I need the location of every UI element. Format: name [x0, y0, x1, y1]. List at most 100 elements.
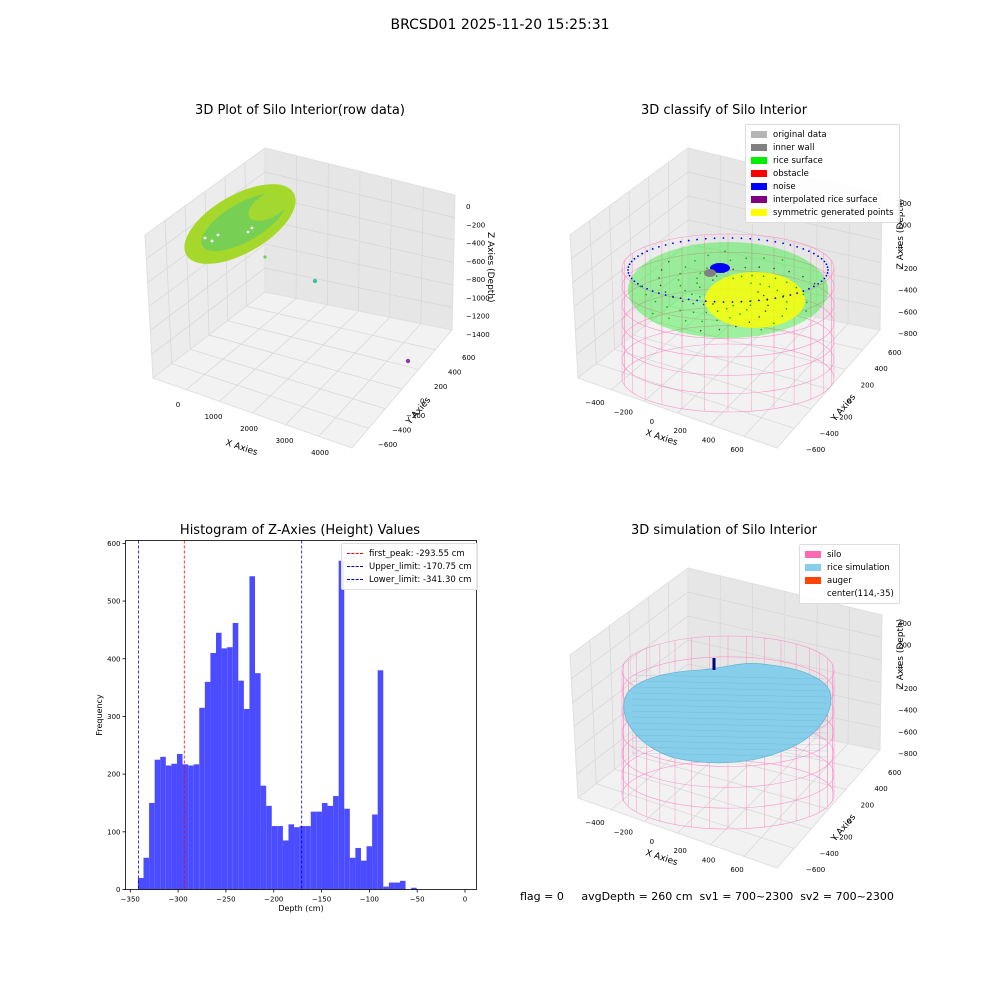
noise-point: [740, 237, 743, 240]
legend-item-rice-simulation: rice simulation: [805, 561, 894, 574]
rice-point: [785, 308, 788, 310]
rice-point: [802, 275, 804, 278]
noise-point: [633, 257, 636, 260]
point-cluster-rim: [248, 189, 292, 221]
legend-item-noise: noise: [751, 180, 894, 193]
panel1-panes: [144, 147, 456, 449]
noise-point: [633, 280, 636, 283]
y-tick-label: 200: [861, 801, 874, 809]
y-tick-label: 200: [107, 771, 120, 779]
y-tick-label: 400: [874, 365, 887, 373]
noise-point: [827, 269, 829, 271]
noise-point: [628, 274, 631, 277]
noise-point: [627, 266, 630, 269]
y-tick-label: 400: [448, 369, 461, 377]
histogram-bar: [199, 707, 205, 890]
histogram-vlines: [138, 540, 303, 890]
noise-point: [766, 239, 769, 242]
rice-point: [702, 303, 705, 306]
silo-ring: [621, 325, 835, 394]
z-tick-label: −1200: [466, 313, 490, 321]
histogram-bar: [149, 802, 155, 890]
rice-point: [705, 311, 708, 314]
histogram-bar: [243, 708, 250, 890]
z-tick-label: 0: [898, 663, 902, 671]
rice-point: [732, 304, 735, 307]
rice-point: [684, 266, 687, 268]
y-tick-label: −400: [820, 850, 839, 858]
panel3-histogram[interactable]: −350 −300 −250 −200 −150 −100 −50 0 0 100 200 300 4…: [0, 500, 500, 1000]
noise-point: [651, 290, 654, 292]
noise-point: [808, 287, 810, 290]
y-tick-label: 0: [420, 398, 424, 406]
data-point: [263, 255, 267, 259]
z-tick-label: 0: [898, 243, 902, 251]
histogram-bar: [249, 576, 256, 890]
x-tick-label: 200: [674, 847, 687, 855]
rice-point: [666, 306, 668, 308]
rice-point: [668, 317, 670, 320]
x-tick-label: −100: [360, 896, 379, 904]
noise-point: [696, 299, 698, 302]
rice-point: [712, 303, 714, 305]
legend-item-obstacle: obstacle: [751, 167, 894, 180]
rice-point: [696, 277, 698, 280]
surface-mesh-line: [631, 740, 829, 746]
surface-mesh-line: [631, 722, 829, 728]
panel1-x-axis-label: X Axies: [224, 438, 259, 458]
panel2-data: [621, 233, 835, 413]
y-tick-label: 0: [847, 398, 851, 406]
rice-point: [762, 275, 765, 277]
legend-item-center: center(114,-35): [805, 587, 894, 600]
y-tick-label: 400: [107, 655, 120, 663]
rice-point: [694, 259, 696, 262]
x-tick-label: 0: [176, 401, 180, 409]
z-tick-label: −1000: [466, 294, 490, 302]
legend-label: inner wall: [773, 142, 815, 153]
rice-point: [732, 268, 734, 271]
surface-mesh-line: [631, 698, 829, 704]
x-tick-label: −400: [585, 819, 604, 827]
noise-point: [627, 271, 630, 274]
noise-point: [722, 301, 725, 303]
x-tick-label: 0: [463, 896, 467, 904]
histogram-frame: [125, 540, 477, 890]
legend-label: first_peak: -293.55 cm: [369, 548, 465, 559]
histogram-bar: [260, 785, 267, 890]
noise-point: [713, 300, 716, 303]
noise-point: [826, 266, 829, 269]
histogram-bar: [305, 826, 311, 890]
panel3-legend: first_peak: -293.55 cm Upper_limit: -170…: [341, 543, 478, 590]
y-tick-label: 600: [888, 349, 901, 357]
panel3-title: Histogram of Z-Axies (Height) Values: [179, 523, 421, 538]
panel4-z-axis-label: Z Axies (Depth): [896, 619, 906, 690]
legend-line: [347, 566, 363, 567]
histogram-bar: [333, 796, 339, 890]
legend-label: Lower_limit: -341.30 cm: [369, 574, 472, 585]
noise-point: [722, 237, 725, 239]
legend-swatch: [751, 170, 767, 177]
noise-point: [627, 269, 629, 271]
noise-point: [664, 244, 667, 246]
noise-point: [789, 244, 792, 246]
noise-point: [817, 255, 819, 258]
rice-point: [679, 272, 681, 275]
rice-point: [729, 316, 731, 319]
data-point: [312, 278, 318, 284]
noise-point: [628, 263, 631, 266]
noise-point: [637, 255, 639, 258]
noise-point: [802, 248, 805, 250]
legend-swatch: [751, 196, 767, 203]
noise-point: [641, 252, 644, 255]
rice-point: [699, 329, 702, 332]
rice-point: [684, 319, 687, 322]
x-tick-label: 200: [674, 427, 687, 435]
rice-point: [762, 294, 765, 297]
rice-point: [805, 310, 807, 312]
noise-cluster: [710, 263, 730, 273]
